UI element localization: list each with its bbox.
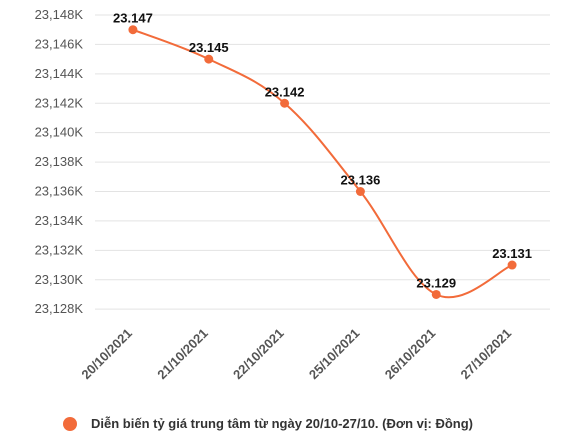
y-tick-label: 23,138K — [35, 154, 84, 169]
y-tick-label: 23,128K — [35, 301, 84, 316]
y-tick-label: 23,132K — [35, 242, 84, 257]
data-label: 23.147 — [113, 11, 153, 26]
legend[interactable]: Diễn biến tỷ giá trung tâm từ ngày 20/10… — [63, 416, 473, 431]
data-label: 23.142 — [265, 84, 305, 99]
data-point[interactable] — [280, 98, 290, 108]
data-label: 23.136 — [341, 173, 381, 188]
y-tick-label: 23,148K — [35, 7, 84, 22]
x-tick-label: 26/10/2021 — [382, 326, 439, 383]
legend-label: Diễn biến tỷ giá trung tâm từ ngày 20/10… — [91, 416, 473, 431]
data-point[interactable] — [431, 289, 441, 299]
data-point[interactable] — [355, 187, 365, 197]
series-line — [132, 28, 513, 299]
x-tick-label: 22/10/2021 — [230, 326, 287, 383]
y-tick-label: 23,144K — [35, 66, 84, 81]
x-tick-label: 27/10/2021 — [458, 326, 515, 383]
y-tick-label: 23,142K — [35, 95, 84, 110]
data-points — [128, 25, 517, 299]
data-point[interactable] — [128, 25, 138, 35]
y-axis: 23,148K 23,146K 23,144K 23,142K 23,140K 23,13… — [35, 7, 84, 316]
data-label: 23.129 — [416, 275, 456, 290]
y-tick-label: 23,136K — [35, 184, 84, 199]
data-point[interactable] — [507, 260, 517, 270]
x-tick-label: 25/10/2021 — [306, 326, 363, 383]
data-label: 23.145 — [189, 40, 229, 55]
x-axis: 20/10/2021 21/10/2021 22/10/2021 25/10/2021… — [78, 326, 514, 383]
data-labels: 23.147 23.145 23.142 23.136 23.129 23.131 — [113, 11, 532, 291]
x-tick-label: 20/10/2021 — [78, 326, 135, 383]
y-tick-label: 23,130K — [35, 272, 84, 287]
y-tick-label: 23,140K — [35, 125, 84, 140]
x-tick-label: 21/10/2021 — [154, 326, 211, 383]
data-point[interactable] — [204, 54, 214, 64]
y-tick-label: 23,146K — [35, 36, 84, 51]
y-tick-label: 23,134K — [35, 213, 84, 228]
legend-marker-icon — [63, 416, 77, 431]
data-label: 23.131 — [492, 246, 532, 261]
grid-lines — [95, 14, 550, 310]
